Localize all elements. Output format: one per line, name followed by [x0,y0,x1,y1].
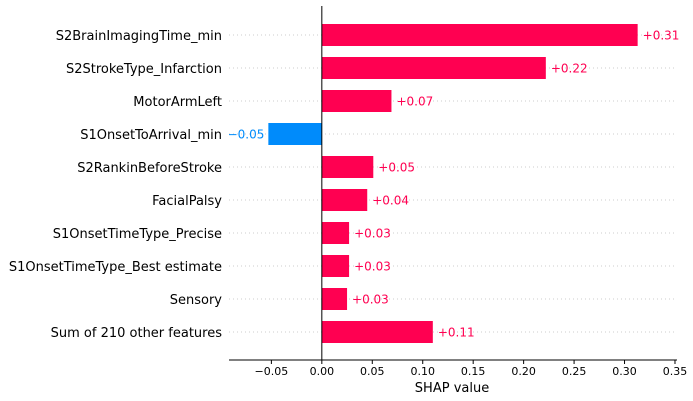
bar [321,90,392,112]
x-tick-label: 0.05 [360,365,385,378]
value-label: +0.07 [396,95,433,109]
value-labels: +0.31 +0.22 +0.07 −0.05 +0.05 +0.04 +0.03 +0.03… [228,29,680,340]
x-tick-label: 0.10 [410,365,435,378]
x-axis: −0.05 0.00 0.05 0.10 0.15 0.20 0.25 0.30 0.35 [229,359,688,378]
feature-label: S2RankinBeforeStroke [77,161,222,176]
value-label: +0.04 [372,194,409,208]
value-label: +0.05 [378,161,415,175]
x-tick-label: 0.25 [562,365,587,378]
feature-label: Sum of 210 other features [51,326,223,341]
bar [321,24,638,46]
feature-label: S1OnsetToArrival_min [80,128,222,143]
value-label: +0.22 [551,62,588,76]
x-tick-label: 0.20 [511,365,536,378]
bar [321,321,433,343]
row-guides [229,34,677,333]
x-axis-title: SHAP value [415,381,489,396]
feature-label: MotorArmLeft [133,95,222,110]
feature-label: S1OnsetTimeType_Precise [53,227,222,242]
bar [321,255,350,277]
feature-label: S2BrainImagingTime_min [56,29,222,44]
value-label: +0.03 [352,293,389,307]
feature-label: FacialPalsy [152,194,222,209]
x-tick-label: −0.05 [255,365,289,378]
x-tick-label: 0.35 [663,365,688,378]
value-label: +0.03 [354,227,391,241]
value-label: −0.05 [228,128,265,142]
feature-label: S1OnsetTimeType_Best estimate [9,260,222,275]
bar [321,57,546,79]
feature-labels: S2BrainImagingTime_min S2StrokeType_Infar… [9,29,222,341]
value-label: +0.11 [438,326,475,340]
x-tick-label: 0.30 [612,365,637,378]
feature-label: Sensory [170,293,223,308]
bars [268,24,638,343]
bar [321,288,348,310]
value-label: +0.03 [354,260,391,274]
bar [321,189,368,211]
bar [321,156,374,178]
bar [268,123,322,145]
x-tick-label: 0.00 [310,365,335,378]
x-tick-label: 0.15 [461,365,486,378]
bar [321,222,350,244]
feature-label: S2StrokeType_Infarction [66,62,222,77]
value-label: +0.31 [643,29,680,43]
